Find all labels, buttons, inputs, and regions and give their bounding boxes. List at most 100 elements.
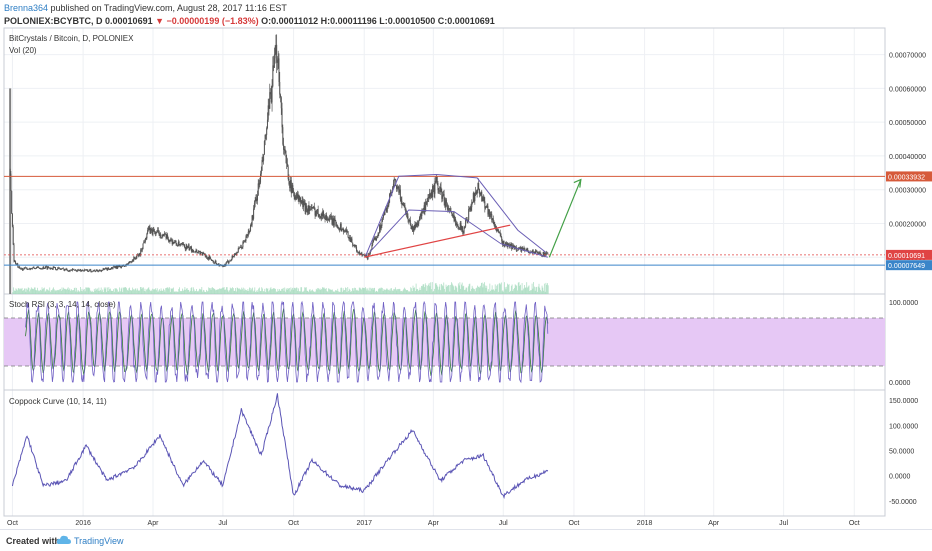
volume-bar xyxy=(184,287,186,294)
volume-bar xyxy=(459,282,461,294)
candle-body xyxy=(86,269,88,271)
candle-body xyxy=(61,268,63,270)
volume-bar xyxy=(414,287,415,294)
volume-bar xyxy=(148,287,150,294)
candle-body xyxy=(399,189,401,200)
volume-bar xyxy=(537,291,538,294)
volume-bar xyxy=(507,283,508,294)
candle-body xyxy=(225,262,227,266)
candle-body xyxy=(408,219,410,222)
candle-body xyxy=(366,257,368,259)
candle-body xyxy=(368,253,370,255)
volume-bar xyxy=(409,291,411,294)
volume-bar xyxy=(137,289,139,294)
resistance-price-tag-bg xyxy=(886,171,932,182)
candle-body xyxy=(324,218,326,220)
candle-body xyxy=(412,226,414,232)
candle-body xyxy=(210,259,212,261)
candle-body xyxy=(166,234,168,239)
candle-body xyxy=(482,197,484,198)
volume-bar xyxy=(338,291,339,294)
candle-body xyxy=(317,209,319,216)
volume-bar xyxy=(403,288,405,294)
volume-bar xyxy=(108,287,110,294)
candle-body xyxy=(369,253,371,255)
volume-bar xyxy=(44,291,46,294)
volume-bar xyxy=(138,291,140,294)
volume-bar xyxy=(346,291,348,294)
candle-body xyxy=(136,254,138,258)
candle-body xyxy=(235,254,237,255)
volume-bar xyxy=(182,288,183,294)
volume-bar xyxy=(457,291,458,294)
candle-body xyxy=(376,235,378,239)
candle-body xyxy=(21,268,23,270)
volume-bar xyxy=(433,290,435,294)
candle-body xyxy=(168,239,170,241)
volume-bar xyxy=(157,291,159,294)
volume-bar xyxy=(272,289,273,294)
x-tick-label: Oct xyxy=(849,520,860,527)
volume-bar xyxy=(141,288,143,294)
volume-bar xyxy=(154,289,156,294)
volume-bar xyxy=(169,291,171,294)
volume-bar xyxy=(234,290,236,294)
volume-bar xyxy=(487,291,488,294)
volume-bar xyxy=(292,287,293,294)
candle-body xyxy=(425,201,427,205)
volume-bar xyxy=(290,287,292,294)
volume-bar xyxy=(525,287,527,294)
candle-body xyxy=(280,94,282,98)
volume-bar xyxy=(121,287,123,294)
volume-bar xyxy=(218,289,220,294)
candle-body xyxy=(514,245,516,249)
volume-bar xyxy=(182,290,184,294)
volume-bar xyxy=(440,290,442,294)
volume-bar xyxy=(540,291,542,294)
volume-bar xyxy=(120,288,122,294)
candle-body xyxy=(372,242,374,246)
volume-bar xyxy=(308,289,310,294)
volume-bar xyxy=(235,291,237,294)
volume-bar xyxy=(427,285,429,294)
volume-bar xyxy=(543,290,544,294)
volume-bar xyxy=(315,291,316,294)
candle-body xyxy=(400,199,402,201)
candle-body xyxy=(280,97,282,109)
volume-bar xyxy=(165,288,167,294)
volume-bar xyxy=(70,290,71,294)
candle-body xyxy=(142,243,144,250)
candle-body xyxy=(226,261,228,263)
candle-body xyxy=(187,245,189,247)
volume-bar xyxy=(504,282,505,294)
candle-body xyxy=(475,191,477,195)
volume-bar xyxy=(93,288,95,294)
volume-bar xyxy=(39,290,41,294)
candle-body xyxy=(41,268,43,270)
candle-body xyxy=(459,222,461,229)
volume-bar xyxy=(68,290,70,294)
candle-body xyxy=(441,191,443,199)
volume-bar xyxy=(93,291,94,294)
candle-body xyxy=(414,224,416,230)
author-link[interactable]: Brenna364 xyxy=(4,3,49,13)
volume-bar xyxy=(70,289,72,294)
footer-brand-link[interactable]: TradingView xyxy=(74,536,124,546)
candle-body xyxy=(329,215,331,217)
volume-bar xyxy=(209,288,211,294)
candle-body xyxy=(15,261,17,264)
volume-bar xyxy=(302,291,304,294)
volume-bar xyxy=(322,288,324,294)
candle-body xyxy=(49,267,51,270)
volume-bar xyxy=(82,291,84,294)
coppock-tick-label: 50.0000 xyxy=(889,448,914,455)
volume-bar xyxy=(534,290,536,294)
candle-body xyxy=(201,252,203,256)
candle-body xyxy=(59,268,61,270)
candle-body xyxy=(323,211,325,217)
candle-body xyxy=(276,59,278,63)
volume-bar xyxy=(435,283,437,294)
candle-body xyxy=(429,193,431,198)
volume-bar xyxy=(352,288,354,294)
